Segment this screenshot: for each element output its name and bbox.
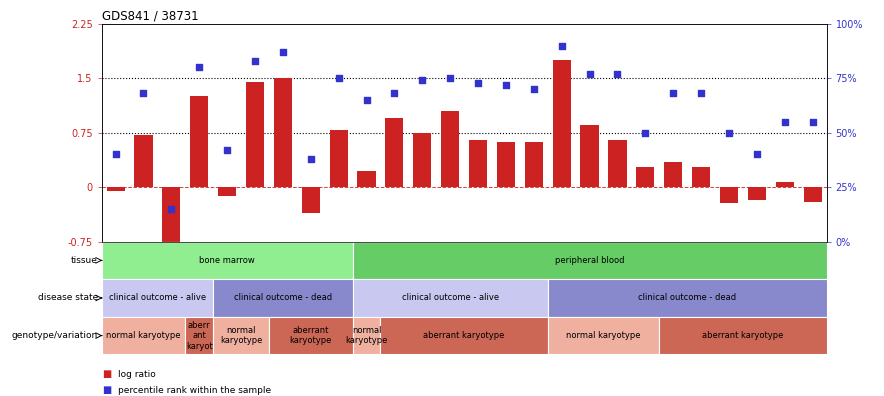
Bar: [353, 242, 827, 279]
Point: [360, 97, 374, 103]
Bar: [441, 111, 459, 187]
Text: aberrant karyotype: aberrant karyotype: [423, 331, 505, 340]
Point: [387, 90, 401, 97]
Point: [471, 79, 485, 86]
Point: [443, 75, 457, 82]
Text: percentile rank within the sample: percentile rank within the sample: [118, 386, 271, 394]
Bar: [107, 187, 125, 191]
Bar: [525, 142, 543, 187]
Point: [694, 90, 708, 97]
Point: [136, 90, 150, 97]
Point: [805, 119, 819, 125]
Text: clinical outcome - alive: clinical outcome - alive: [109, 293, 206, 303]
Text: normal karyotype: normal karyotype: [106, 331, 180, 340]
Point: [192, 64, 206, 70]
Bar: [357, 171, 376, 187]
Bar: [213, 279, 353, 317]
Bar: [548, 317, 659, 354]
Bar: [330, 131, 347, 187]
Point: [778, 119, 792, 125]
Point: [667, 90, 681, 97]
Point: [220, 147, 234, 153]
Bar: [413, 133, 431, 187]
Bar: [218, 187, 236, 196]
Bar: [552, 60, 571, 187]
Bar: [608, 140, 627, 187]
Bar: [274, 78, 292, 187]
Bar: [246, 82, 264, 187]
Bar: [659, 317, 827, 354]
Bar: [581, 126, 598, 187]
Point: [276, 49, 290, 55]
Bar: [497, 142, 515, 187]
Bar: [353, 317, 380, 354]
Bar: [636, 167, 654, 187]
Point: [304, 156, 318, 162]
Text: genotype/variation: genotype/variation: [11, 331, 98, 340]
Text: log ratio: log ratio: [118, 370, 156, 379]
Point: [722, 129, 736, 136]
Text: clinical outcome - dead: clinical outcome - dead: [233, 293, 332, 303]
Bar: [102, 242, 353, 279]
Bar: [469, 140, 487, 187]
Bar: [301, 187, 320, 213]
Text: ■: ■: [102, 369, 110, 379]
Bar: [775, 182, 794, 187]
Text: aberrant
karyotype: aberrant karyotype: [290, 326, 332, 345]
Text: clinical outcome - alive: clinical outcome - alive: [401, 293, 499, 303]
Text: peripheral blood: peripheral blood: [555, 256, 624, 265]
Point: [638, 129, 652, 136]
Text: normal karyotype: normal karyotype: [567, 331, 641, 340]
Bar: [720, 187, 738, 203]
Text: clinical outcome - dead: clinical outcome - dead: [638, 293, 736, 303]
Text: ■: ■: [102, 385, 110, 395]
Bar: [664, 162, 682, 187]
Bar: [804, 187, 821, 202]
Bar: [548, 279, 827, 317]
Bar: [692, 167, 710, 187]
Point: [750, 151, 764, 158]
Text: bone marrow: bone marrow: [199, 256, 255, 265]
Text: aberrant karyotype: aberrant karyotype: [702, 331, 783, 340]
Point: [332, 75, 346, 82]
Point: [499, 82, 513, 88]
Bar: [380, 317, 548, 354]
Bar: [269, 317, 353, 354]
Point: [248, 58, 262, 64]
Bar: [748, 187, 766, 200]
Point: [583, 70, 597, 77]
Text: aberr
ant
karyot: aberr ant karyot: [186, 321, 213, 350]
Bar: [385, 118, 403, 187]
Point: [164, 206, 179, 212]
Point: [610, 70, 624, 77]
Point: [554, 42, 568, 49]
Bar: [134, 135, 153, 187]
Bar: [163, 187, 180, 247]
Point: [415, 77, 430, 84]
Bar: [353, 279, 548, 317]
Text: GDS841 / 38731: GDS841 / 38731: [102, 10, 198, 23]
Point: [527, 86, 541, 92]
Point: [109, 151, 123, 158]
Text: normal
karyotype: normal karyotype: [220, 326, 263, 345]
Text: disease state: disease state: [38, 293, 98, 303]
Bar: [213, 317, 269, 354]
Bar: [190, 96, 209, 187]
Bar: [102, 279, 213, 317]
Bar: [102, 317, 186, 354]
Bar: [186, 317, 213, 354]
Text: normal
karyotype: normal karyotype: [346, 326, 388, 345]
Text: tissue: tissue: [71, 256, 98, 265]
